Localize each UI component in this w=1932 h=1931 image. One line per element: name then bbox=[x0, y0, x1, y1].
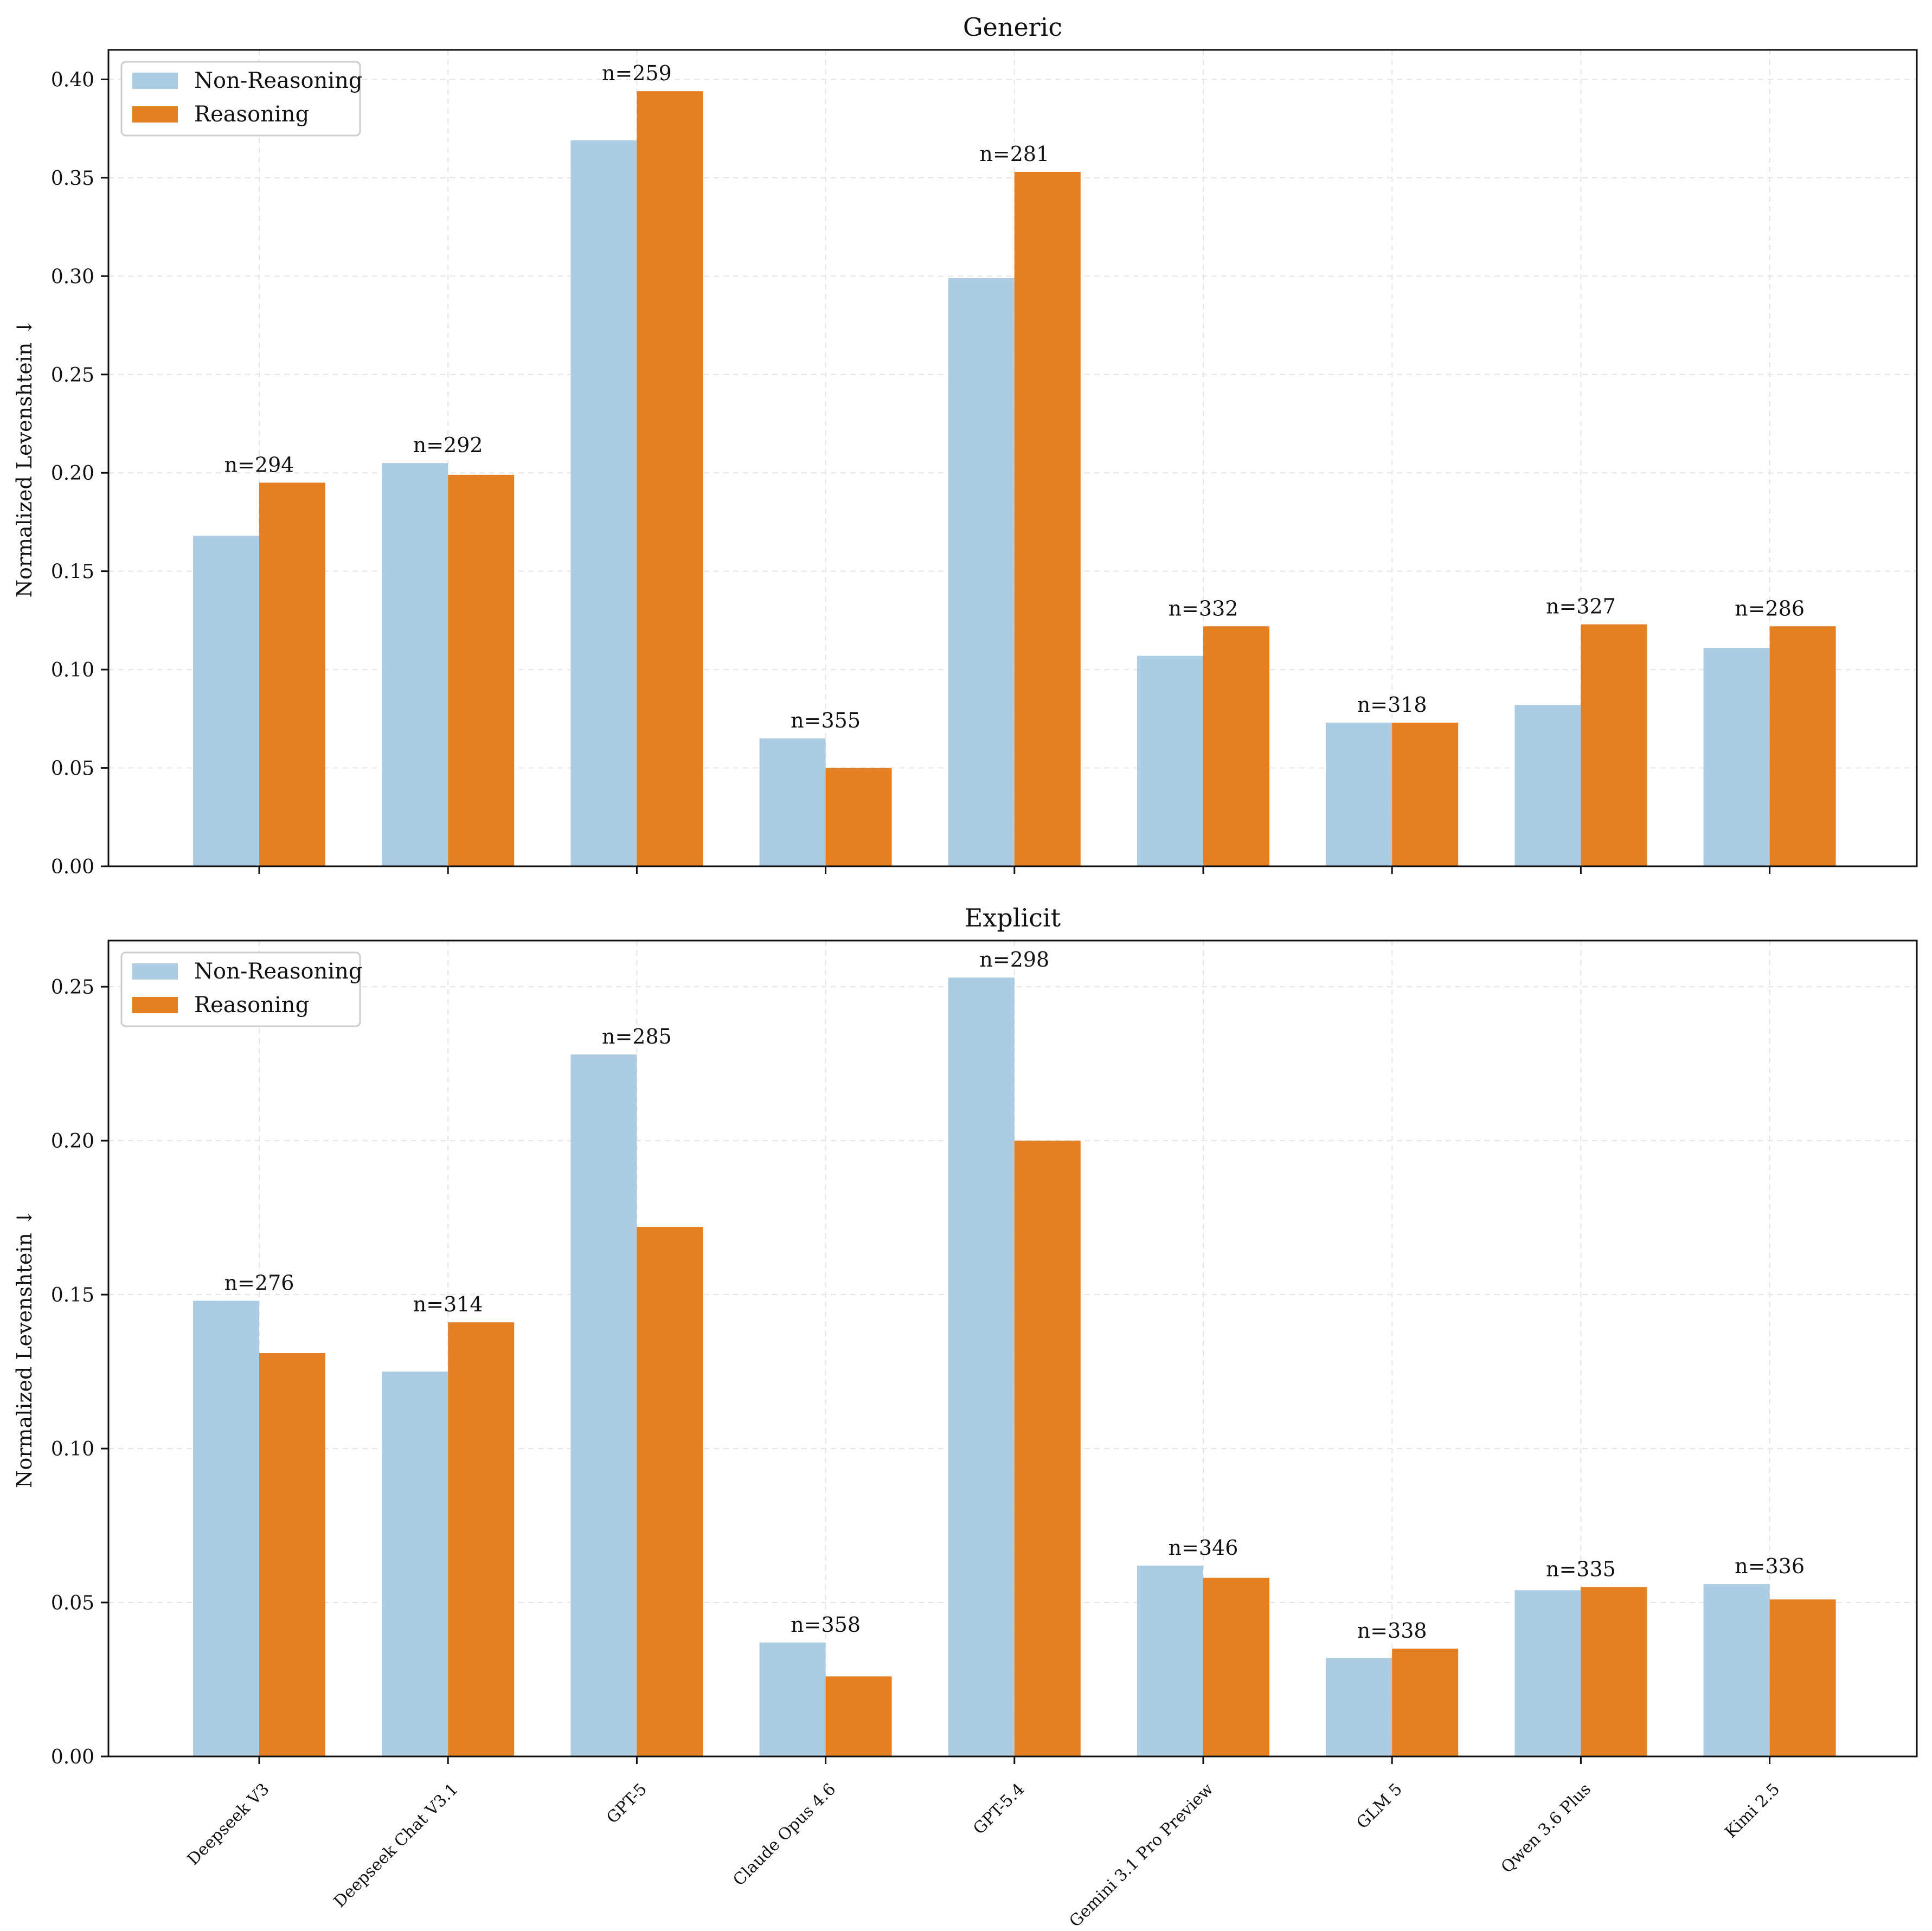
sample-size-label: n=355 bbox=[791, 709, 861, 732]
bar-non-reasoning bbox=[1137, 1565, 1203, 1756]
y-tick-label: 0.25 bbox=[51, 364, 94, 387]
y-tick-label: 0.20 bbox=[51, 1130, 94, 1153]
bar-reasoning bbox=[1203, 1578, 1269, 1756]
sample-size-label: n=285 bbox=[602, 1025, 672, 1048]
sample-size-label: n=314 bbox=[413, 1292, 483, 1316]
bar-non-reasoning bbox=[570, 140, 637, 866]
plot-frame bbox=[107, 49, 1918, 867]
sample-size-label: n=338 bbox=[1357, 1619, 1427, 1643]
bar-non-reasoning bbox=[759, 1642, 826, 1756]
x-tick-label: Claude Opus 4.6 bbox=[729, 1780, 839, 1890]
legend: Non-Reasoning Reasoning bbox=[120, 951, 363, 1027]
bar-non-reasoning bbox=[1703, 1584, 1770, 1756]
sample-size-label: n=259 bbox=[602, 61, 672, 85]
sample-size-label: n=346 bbox=[1169, 1536, 1238, 1560]
chart-title: Explicit bbox=[965, 903, 1061, 932]
legend-label-non-reasoning: Non-Reasoning bbox=[194, 959, 363, 984]
sample-size-label: n=332 bbox=[1169, 596, 1238, 620]
y-tick-label: 0.00 bbox=[51, 856, 94, 878]
x-tick-label: Gemini 3.1 Pro Preview bbox=[1066, 1780, 1217, 1931]
bar-reasoning bbox=[1581, 624, 1647, 866]
y-tick-label: 0.40 bbox=[51, 69, 94, 91]
y-tick-label: 0.20 bbox=[51, 462, 94, 485]
bar-reasoning bbox=[825, 1676, 892, 1756]
legend-label-non-reasoning: Non-Reasoning bbox=[194, 68, 363, 93]
bar-non-reasoning bbox=[1514, 1590, 1581, 1756]
sample-size-label: n=335 bbox=[1546, 1557, 1616, 1581]
sample-size-label: n=292 bbox=[413, 433, 483, 457]
y-tick-label: 0.00 bbox=[51, 1746, 94, 1768]
legend-label-reasoning: Reasoning bbox=[194, 993, 309, 1018]
bar-reasoning bbox=[448, 474, 515, 866]
legend-label-reasoning: Reasoning bbox=[194, 102, 309, 127]
bar-non-reasoning bbox=[1703, 648, 1770, 866]
plot-frame bbox=[107, 939, 1918, 1758]
y-axis-label: Normalized Levenshtein ↓ bbox=[12, 1209, 36, 1488]
bar-reasoning bbox=[1769, 626, 1836, 866]
bar-reasoning bbox=[825, 768, 892, 866]
y-axis-label: Normalized Levenshtein ↓ bbox=[12, 319, 36, 598]
bar-non-reasoning bbox=[1326, 1658, 1392, 1756]
bar-reasoning bbox=[1769, 1599, 1836, 1756]
bar-non-reasoning bbox=[1137, 655, 1203, 866]
bar-reasoning bbox=[1203, 626, 1269, 866]
bar-non-reasoning bbox=[948, 278, 1015, 866]
bar-reasoning bbox=[1581, 1587, 1647, 1756]
legend-swatch-non-reasoning bbox=[132, 73, 178, 89]
sample-size-label: n=327 bbox=[1546, 595, 1616, 619]
y-tick-label: 0.15 bbox=[51, 1284, 94, 1306]
y-tick-label: 0.05 bbox=[51, 1592, 94, 1614]
sample-size-label: n=318 bbox=[1357, 693, 1427, 717]
bar-reasoning bbox=[637, 91, 703, 866]
sample-size-label: n=358 bbox=[791, 1613, 861, 1637]
bar-non-reasoning bbox=[1514, 705, 1581, 866]
bar-reasoning bbox=[259, 1353, 325, 1756]
sample-size-label: n=286 bbox=[1735, 596, 1805, 620]
legend: Non-Reasoning Reasoning bbox=[120, 61, 363, 137]
legend-box bbox=[120, 951, 361, 1027]
bar-reasoning bbox=[1392, 723, 1459, 866]
bar-reasoning bbox=[1014, 1141, 1081, 1756]
bar-non-reasoning bbox=[382, 463, 448, 866]
y-tick-label: 0.10 bbox=[51, 659, 94, 681]
x-tick-label: Deepseek Chat V3.1 bbox=[330, 1780, 462, 1911]
sample-size-label: n=294 bbox=[224, 453, 294, 477]
bar-reasoning bbox=[1014, 171, 1081, 866]
legend-swatch-non-reasoning bbox=[132, 963, 178, 980]
legend-swatch-reasoning bbox=[132, 997, 178, 1013]
x-tick-label: Qwen 3.6 Plus bbox=[1498, 1780, 1595, 1877]
legend-box bbox=[120, 61, 361, 137]
y-tick-label: 0.05 bbox=[51, 758, 94, 780]
y-tick-label: 0.15 bbox=[51, 561, 94, 583]
bar-non-reasoning bbox=[759, 738, 826, 866]
bar-non-reasoning bbox=[382, 1372, 448, 1756]
bar-reasoning bbox=[448, 1322, 515, 1756]
bar-non-reasoning bbox=[193, 536, 259, 866]
sample-size-label: n=281 bbox=[979, 142, 1049, 166]
bar-non-reasoning bbox=[193, 1301, 259, 1756]
chart-panel-2: n=276 n=314 n=285 n=358 n=298 n=346 n=338 n=335… bbox=[12, 903, 1918, 1931]
bar-reasoning bbox=[1392, 1649, 1459, 1756]
x-tick-label: Deepseek V3 bbox=[184, 1780, 273, 1869]
legend-swatch-reasoning bbox=[132, 106, 178, 123]
x-tick-label: GLM 5 bbox=[1353, 1780, 1406, 1833]
chart-title: Generic bbox=[963, 12, 1062, 42]
sample-size-label: n=276 bbox=[224, 1271, 294, 1295]
y-tick-label: 0.25 bbox=[51, 976, 94, 999]
sample-size-label: n=336 bbox=[1735, 1554, 1805, 1578]
y-tick-label: 0.35 bbox=[51, 168, 94, 190]
bar-reasoning bbox=[637, 1227, 703, 1756]
bar-non-reasoning bbox=[570, 1054, 637, 1756]
x-tick-label: Kimi 2.5 bbox=[1721, 1780, 1783, 1842]
chart-panel-1: n=294 n=292 n=259 n=355 n=281 n=332 n=318 n=327… bbox=[12, 12, 1918, 878]
y-tick-label: 0.30 bbox=[51, 266, 94, 288]
bar-reasoning bbox=[259, 482, 325, 866]
sample-size-label: n=298 bbox=[979, 948, 1049, 971]
bar-non-reasoning bbox=[1326, 723, 1392, 866]
bar-non-reasoning bbox=[948, 977, 1015, 1756]
y-tick-label: 0.10 bbox=[51, 1438, 94, 1460]
x-tick-label: GPT-5.4 bbox=[970, 1780, 1028, 1838]
x-tick-label: GPT-5 bbox=[603, 1780, 651, 1827]
